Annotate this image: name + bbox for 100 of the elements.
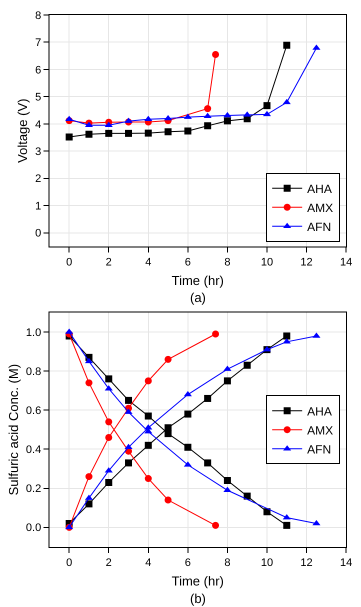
x-tick-label: 4 (145, 256, 152, 269)
point (204, 105, 212, 112)
y-tick-label: 1.0 (26, 326, 42, 339)
point (282, 338, 291, 344)
point (105, 434, 112, 442)
x-tick-label: 2 (106, 557, 112, 570)
point (125, 130, 132, 137)
point (263, 508, 270, 516)
point (144, 130, 152, 137)
point (312, 44, 320, 50)
x-tick-label: 6 (184, 256, 191, 269)
point (244, 492, 251, 500)
point (164, 128, 172, 136)
point (204, 394, 212, 402)
point (212, 330, 220, 338)
x-tick-label: 10 (260, 256, 274, 269)
point (184, 444, 192, 451)
point (65, 116, 74, 122)
point (263, 102, 270, 110)
point (204, 112, 212, 118)
point (125, 459, 132, 466)
point (85, 130, 92, 138)
y-tick-label: 2 (35, 173, 42, 186)
point (164, 424, 172, 432)
y-tick-label: 8 (35, 10, 42, 22)
point (282, 98, 291, 104)
x-tick-label: 14 (340, 256, 352, 269)
point (184, 410, 192, 418)
point (84, 358, 93, 364)
text: (a) (190, 290, 206, 305)
point (144, 442, 152, 449)
x-tick-label: 12 (300, 557, 313, 570)
point (283, 42, 290, 49)
y-tick-label: 3 (35, 146, 42, 158)
x-tick-label: 14 (340, 557, 352, 570)
point (224, 117, 231, 124)
y-tick-label: 7 (35, 37, 42, 50)
point (144, 116, 152, 122)
point (85, 473, 92, 480)
point (105, 375, 112, 382)
legend-label: AMX (307, 423, 334, 438)
point (164, 356, 172, 363)
point (184, 461, 192, 467)
point (283, 522, 290, 529)
point (164, 496, 172, 504)
y-axis-title: Sulfuric acid Conc. (M) (6, 364, 21, 496)
x-tick-label: 10 (260, 557, 274, 570)
point (144, 412, 152, 420)
point (144, 475, 152, 482)
x-tick-label: 8 (224, 256, 230, 269)
point (125, 396, 132, 404)
y-axis-title: Voltage (V) (15, 98, 30, 163)
x-tick-label: 0 (66, 256, 72, 269)
x-tick-label: 12 (300, 256, 313, 269)
y-tick-label: 0.6 (26, 405, 42, 418)
point (212, 50, 220, 58)
x-tick-label: 8 (224, 557, 230, 570)
point (184, 127, 192, 134)
y-tick-label: 0 (35, 228, 42, 240)
legend-label: AHA (307, 404, 332, 418)
point (85, 500, 92, 508)
legend-label: AFN (307, 442, 332, 456)
point (85, 379, 92, 386)
legend-label: AFN (307, 220, 332, 234)
point (105, 130, 112, 137)
point (105, 478, 112, 486)
y-tick-label: 0.2 (26, 483, 42, 496)
x-tick-label: 2 (106, 256, 112, 269)
y-tick-label: 5 (35, 92, 42, 104)
y-tick-label: 0.8 (26, 366, 42, 378)
x-tick-label: 6 (184, 557, 191, 570)
y-tick-label: 0.4 (26, 444, 42, 456)
y-tick-label: 1 (35, 200, 42, 212)
point (223, 112, 232, 118)
y-tick-label: 4 (35, 118, 42, 131)
point (212, 522, 220, 529)
point (104, 122, 113, 128)
x-tick-label: 4 (145, 557, 152, 570)
x-tick-label: 0 (66, 557, 72, 570)
point (224, 377, 231, 384)
point (66, 133, 73, 140)
text: (b) (190, 591, 206, 606)
point (105, 418, 112, 426)
point (224, 476, 231, 484)
legend-label: AHA (307, 182, 332, 196)
y-tick-label: 0.0 (26, 522, 42, 534)
point (243, 111, 252, 117)
point (144, 377, 152, 384)
legend-label: AMX (307, 200, 334, 215)
y-tick-label: 6 (35, 64, 42, 76)
point (244, 362, 251, 369)
point (204, 122, 212, 130)
point (283, 332, 290, 340)
point (312, 520, 320, 526)
point (312, 332, 320, 338)
point (164, 114, 172, 120)
point (223, 486, 232, 492)
point (204, 459, 212, 466)
x-axis-title: Time (hr) (172, 574, 224, 589)
x-axis-title: Time (hr) (172, 273, 224, 288)
